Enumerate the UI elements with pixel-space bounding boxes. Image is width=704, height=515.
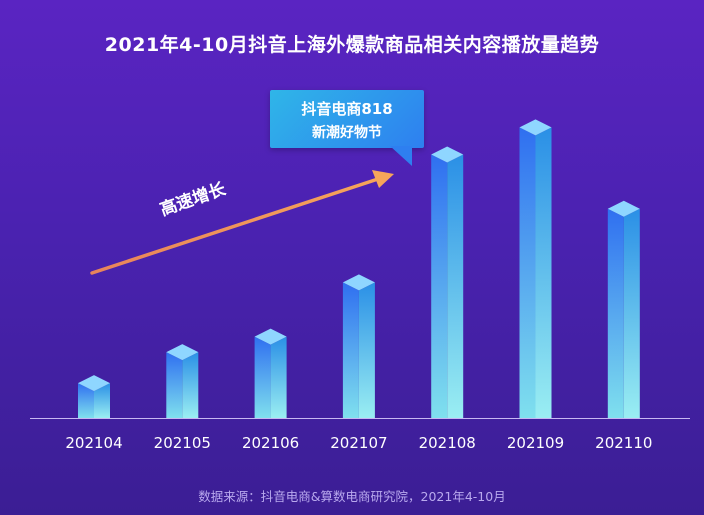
event-callout: 抖音电商818 新潮好物节 (270, 90, 424, 166)
trend-arrow (90, 170, 394, 275)
chart-title: 2021年4-10月抖音上海外爆款商品相关内容播放量趋势 (104, 34, 600, 56)
callout-line-1: 抖音电商818 (301, 100, 393, 118)
bar-202108 (431, 146, 464, 418)
bar-202105 (166, 344, 199, 418)
bar-202109 (519, 119, 552, 418)
x-tick-label: 202110 (595, 434, 652, 452)
x-tick-label: 202105 (154, 434, 211, 452)
callout-line-2: 新潮好物节 (312, 125, 382, 141)
x-tick-label: 202107 (330, 434, 387, 452)
bar-202107 (342, 274, 375, 418)
bar-202106 (254, 328, 287, 418)
bar-202110 (607, 200, 640, 418)
x-tick-label: 202109 (507, 434, 564, 452)
x-tick-label: 202108 (419, 434, 476, 452)
x-tick-label: 202104 (65, 434, 122, 452)
source-note: 数据来源：抖音电商&算数电商研究院，2021年4-10月 (198, 489, 506, 504)
x-tick-label: 202106 (242, 434, 299, 452)
bar-202104 (78, 375, 110, 418)
